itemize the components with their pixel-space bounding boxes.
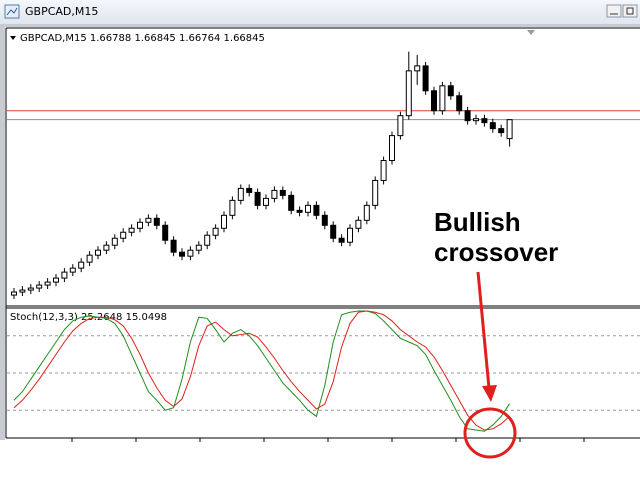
candle-body (69, 267, 76, 273)
candle-body (321, 214, 328, 226)
candle-body (170, 239, 177, 253)
candle-body (489, 122, 496, 130)
candle-body (389, 135, 395, 162)
candle-body (464, 110, 471, 122)
candle-body (288, 194, 295, 211)
annotation-circle (463, 407, 517, 459)
candle-body (162, 224, 169, 241)
candle-body (296, 209, 303, 213)
frame-left (0, 27, 5, 440)
annotation: Bullish (434, 207, 521, 237)
candle-body (372, 179, 379, 206)
candle-body (128, 227, 135, 233)
candle-body (422, 65, 429, 92)
stoch-header: Stoch(12,3,3) 25.2648 15.0498 (10, 312, 167, 323)
candle-body (279, 189, 286, 196)
candle-body (53, 277, 59, 283)
window-icon-graph (6, 7, 18, 16)
header-arrow (10, 36, 16, 40)
title-bar (0, 0, 640, 24)
ohlc-high: 1.66845 (134, 33, 175, 44)
plot (7, 51, 640, 432)
candle-body (254, 191, 261, 206)
restore-button[interactable] (622, 4, 638, 18)
candle-body (439, 85, 446, 112)
annotation: crossover (434, 237, 558, 267)
candle-body (305, 204, 311, 213)
time-ticks (71, 438, 585, 442)
candle-body (431, 90, 437, 112)
stoch-signal: 15.0498 (126, 312, 167, 323)
candle-body (405, 70, 412, 117)
candle-body (263, 197, 269, 206)
window-title: GBPCAD,M15 (25, 5, 98, 18)
candle-body (111, 237, 118, 246)
candle-body (330, 224, 337, 239)
candle-body (271, 189, 278, 199)
candle-body (44, 281, 51, 286)
candle-body (61, 271, 68, 279)
stoch-line (13, 310, 510, 431)
candle-body (153, 217, 160, 226)
candle-body (195, 244, 202, 251)
ohlc-close: 1.66845 (224, 33, 265, 44)
candle-body (204, 234, 211, 246)
candle-body (506, 119, 513, 140)
candle-body (78, 261, 85, 269)
ohlc-open: 1.66788 (90, 33, 131, 44)
candle-body (338, 237, 345, 243)
candle-body (95, 249, 101, 256)
frame (0, 24, 640, 27)
candle-body (473, 118, 479, 122)
restore-glyph (626, 7, 634, 15)
candle-body (229, 199, 236, 216)
candle-body (237, 187, 244, 201)
candle-body (481, 118, 488, 124)
candle-body (187, 249, 194, 257)
ohlc-low: 1.66764 (179, 33, 220, 44)
candle-body (19, 289, 26, 293)
candle-body (498, 128, 505, 134)
candle-body (447, 85, 454, 97)
candle-body (246, 187, 253, 193)
candle-body (347, 227, 353, 243)
candle-body (212, 227, 219, 236)
candle-body (11, 291, 17, 296)
candle-body (414, 65, 421, 72)
indicator-name: Stoch(12,3,3) (10, 312, 78, 323)
candle-body (120, 231, 127, 239)
candle-body (179, 251, 185, 257)
candle-body (355, 219, 362, 229)
annotation-arrow (476, 271, 491, 389)
candle-body (27, 287, 34, 291)
candle-body (145, 217, 152, 223)
chart-shift-marker (527, 30, 535, 35)
minimize-button[interactable] (606, 4, 622, 18)
candle-body (380, 160, 387, 181)
candle-body (456, 95, 463, 112)
annotation-arrowhead (482, 385, 497, 402)
symbol: GBPCAD,M15 (20, 33, 87, 44)
candle-body (86, 254, 93, 263)
candle-body (137, 221, 143, 229)
candle-body (103, 244, 110, 251)
candle-body (397, 115, 404, 137)
candle-body (36, 284, 43, 289)
candle-body (363, 204, 370, 221)
price-header: GBPCAD,M15 1.66788 1.66845 1.66764 1.668… (20, 33, 265, 44)
candle-body (313, 204, 320, 216)
candle-body (221, 214, 227, 229)
